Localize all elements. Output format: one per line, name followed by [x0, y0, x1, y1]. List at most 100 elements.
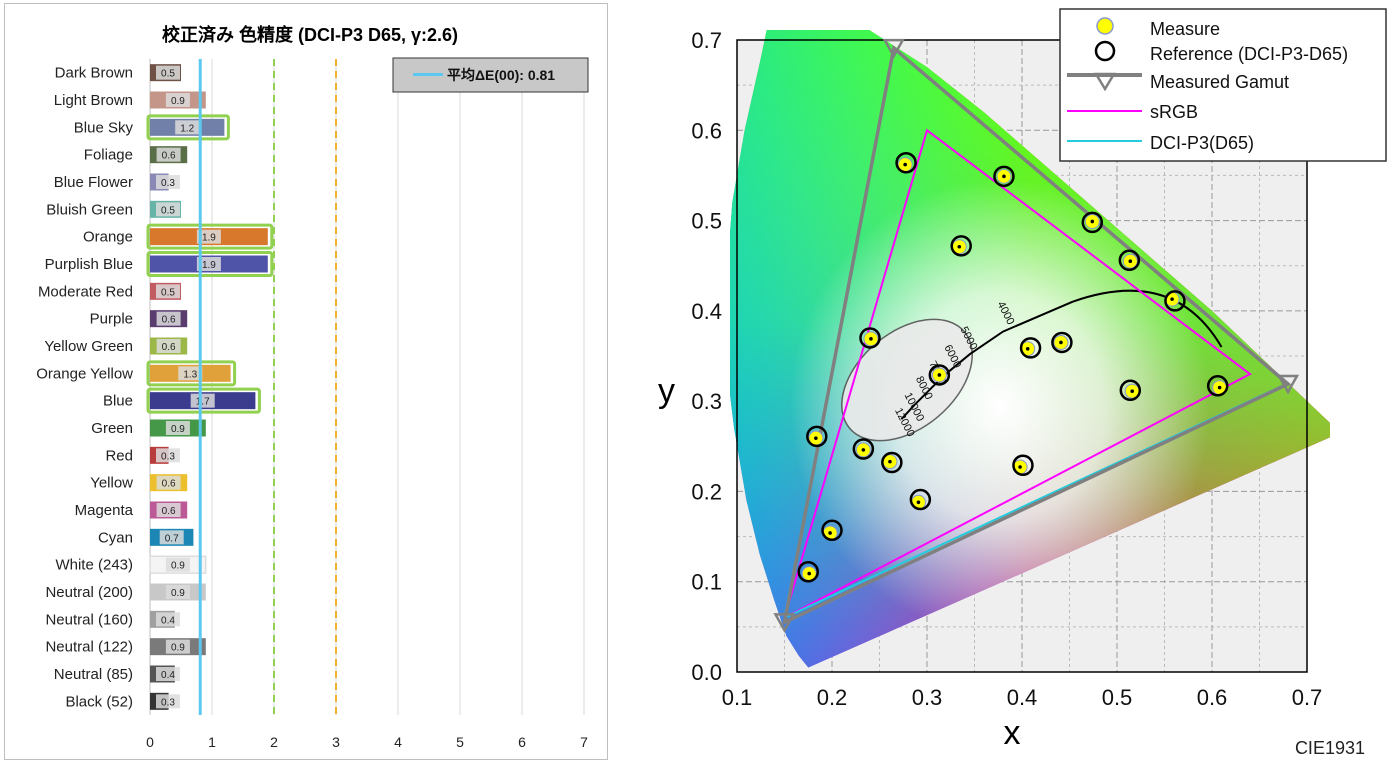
category-label: Purplish Blue: [45, 256, 133, 273]
data-label: 0.5: [161, 287, 175, 298]
category-label: Cyan: [98, 529, 133, 546]
data-label: 0.6: [162, 342, 176, 353]
category-label: Neutral (200): [45, 584, 133, 601]
yellow-dot-icon: [1096, 17, 1114, 35]
chart-title: 校正済み 色精度 (DCI-P3 D65, γ:2.6): [162, 24, 458, 45]
data-label: 0.6: [162, 506, 176, 517]
measure-center-dot: [1170, 297, 1174, 301]
legend-item-measure: Measure: [1150, 19, 1220, 39]
reference-circle: [806, 425, 828, 448]
legend-item-srgb: sRGB: [1150, 102, 1198, 122]
reference-circle: [1081, 211, 1104, 234]
data-label-bg: [159, 530, 184, 545]
category-label: Neutral (122): [45, 639, 133, 656]
x-tick-label: 0.3: [912, 685, 943, 710]
x-tick-label: 7: [580, 734, 588, 750]
data-label-bg: [165, 639, 190, 654]
measure-center-dot: [1025, 346, 1030, 351]
reference-circle: [950, 235, 972, 257]
data-label-bg: [156, 175, 180, 189]
data-label: 1.9: [202, 260, 216, 271]
black-circle-icon: [1094, 40, 1116, 62]
category-label: Dark Brown: [55, 65, 133, 82]
legend-item-measured-gamut: Measured Gamut: [1150, 72, 1289, 92]
data-label-bg: [156, 65, 180, 80]
bar-highlight: [146, 360, 237, 387]
reference-circle: [1012, 454, 1034, 476]
category-label: Blue: [103, 393, 133, 410]
bars: 0.5 0.9 1.2 0.6 0.3 0.5 1.9 1.9 0.5 0.6 0.6 1.3 1.7 0…: [146, 64, 274, 710]
measure-center-dot: [1090, 219, 1095, 224]
y-tick-label: 0.1: [691, 570, 722, 595]
data-label-bg: [156, 448, 180, 463]
x-tick-label: 6: [518, 734, 526, 750]
data-label-bg: [196, 229, 221, 244]
x-tick-label: 2: [270, 734, 278, 750]
bar-highlight: [146, 223, 274, 250]
legend-item-dci-p3: DCI-P3(D65): [1150, 133, 1254, 153]
reference-circle: [797, 561, 819, 583]
x-tick-labels: 0 1 2 3 4 5 6 7: [146, 734, 588, 750]
category-label: Black (52): [65, 693, 133, 710]
reference-circle: [909, 488, 932, 511]
measure-center-dot: [869, 337, 873, 341]
x-tick-label: 1: [208, 734, 216, 750]
category-label: Orange Yellow: [36, 365, 133, 382]
delta-e-bar-chart: 校正済み 色精度 (DCI-P3 D65, γ:2.6) 0.5 0.9 1.2 0.…: [4, 3, 608, 760]
measure-center-dot: [1128, 259, 1133, 264]
y-tick-label: 0.2: [691, 479, 722, 504]
y-tick-label: 0.3: [691, 389, 722, 414]
data-label: 0.4: [161, 670, 175, 681]
x-tick-label: 0: [146, 734, 154, 750]
measure-center-dot: [903, 162, 907, 167]
measure-center-dot: [814, 436, 818, 440]
reference-circle: [928, 364, 951, 386]
data-label: 1.3: [183, 369, 197, 380]
x-tick-label: 0.7: [1292, 685, 1323, 710]
x-tick-label: 0.4: [1007, 685, 1038, 710]
measure-center-dot: [957, 244, 962, 249]
data-label: 0.9: [171, 424, 185, 435]
data-label-bg: [156, 475, 181, 490]
data-label-bg: [165, 557, 190, 572]
data-label: 1.2: [180, 123, 194, 134]
gamut-vertex-marker: [1276, 374, 1300, 395]
y-tick-label: 0.7: [691, 28, 722, 53]
category-label: Foliage: [84, 147, 133, 164]
x-tick-label: 3: [332, 734, 340, 750]
measure-center-dot: [1130, 389, 1134, 394]
cie-legend: Measure Reference (DCI-P3-D65) Measured …: [1059, 8, 1387, 162]
measure-center-dot: [1217, 385, 1222, 390]
data-label-bg: [156, 503, 181, 517]
data-label-bg: [178, 366, 203, 381]
measure-center-dot: [1018, 465, 1022, 469]
data-label: 0.3: [161, 697, 175, 708]
cie-chart-canvas: 0.1 0.2 0.3 0.4 0.5 0.6 0.70.00.10.20.30.40.50…: [658, 8, 1387, 758]
category-label: Blue Sky: [74, 119, 134, 136]
data-label-bg: [196, 257, 221, 271]
reference-circle: [1118, 249, 1141, 272]
plot-frame: [736, 39, 1308, 673]
reference-circle: [1051, 331, 1073, 354]
legend-mean-label: 平均ΔE(00): 0.81: [447, 67, 555, 83]
bar-highlight: [146, 251, 274, 277]
reference-circle: [821, 519, 843, 542]
legend-box: 平均ΔE(00): 0.81: [392, 57, 589, 93]
category-label: Yellow: [90, 475, 133, 492]
data-label-bg: [165, 421, 190, 435]
data-label: 0.9: [171, 561, 185, 572]
data-label-bg: [165, 93, 190, 107]
x-tick-label: 0.5: [1102, 685, 1133, 710]
measure-center-dot: [861, 448, 866, 452]
reference-circle: [1164, 290, 1186, 312]
data-label: 0.6: [162, 315, 176, 326]
data-label-bg: [175, 120, 200, 135]
data-label: 1.7: [196, 397, 210, 408]
x-tick-label: 0.6: [1197, 685, 1228, 710]
category-label: Green: [91, 420, 133, 437]
data-label-bg: [156, 612, 180, 627]
category-label: Neutral (85): [54, 666, 133, 683]
category-label: Light Brown: [54, 92, 133, 109]
y-tick-label: 0.6: [691, 118, 722, 143]
data-label: 0.3: [161, 178, 175, 189]
